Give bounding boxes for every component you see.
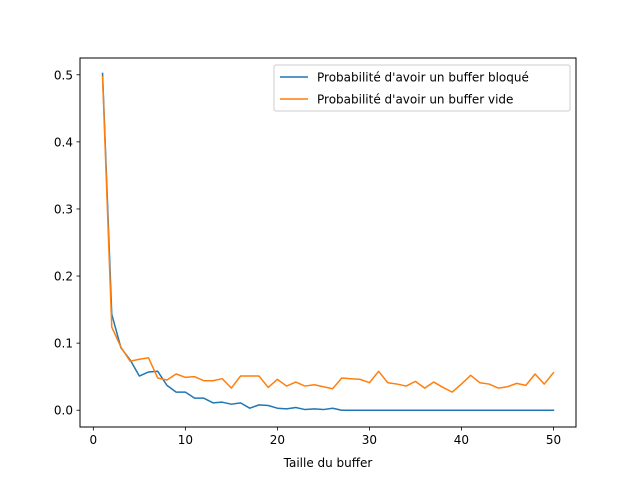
legend-box (273, 64, 571, 112)
series-line-1 (101, 72, 555, 411)
y-tick-label: 0.4 (54, 135, 73, 149)
x-tick-label: 50 (546, 433, 561, 447)
x-tick-label: 10 (178, 433, 193, 447)
x-tick-label: 0 (90, 433, 98, 447)
legend-label-2: Probabilité d'avoir un buffer vide (317, 93, 513, 107)
legend-label-1: Probabilité d'avoir un buffer bloqué (317, 71, 529, 85)
legend: Probabilité d'avoir un buffer bloqué Prob… (273, 64, 571, 112)
y-tick-label: 0.2 (54, 270, 73, 284)
y-tick-label: 0.3 (54, 202, 73, 216)
x-tick-label: 30 (362, 433, 377, 447)
y-tick-label: 0.5 (54, 68, 73, 82)
y-tick-label: 0.0 (54, 404, 73, 418)
plot-area-frame (79, 57, 577, 428)
axis-ticks: 0 10 20 30 40 50 0.0 0.1 0.2 0.3 0.4 0.5 (54, 68, 561, 447)
x-axis-title: Taille du buffer (283, 456, 373, 470)
series-lines (101, 72, 555, 411)
y-tick-label: 0.1 (54, 337, 73, 351)
x-tick-label: 40 (454, 433, 469, 447)
x-tick-label: 20 (270, 433, 285, 447)
series-line-2 (101, 76, 555, 393)
